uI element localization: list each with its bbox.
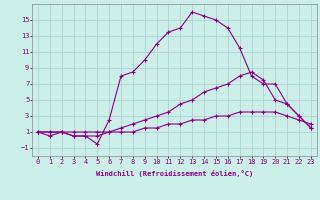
X-axis label: Windchill (Refroidissement éolien,°C): Windchill (Refroidissement éolien,°C)	[96, 170, 253, 177]
